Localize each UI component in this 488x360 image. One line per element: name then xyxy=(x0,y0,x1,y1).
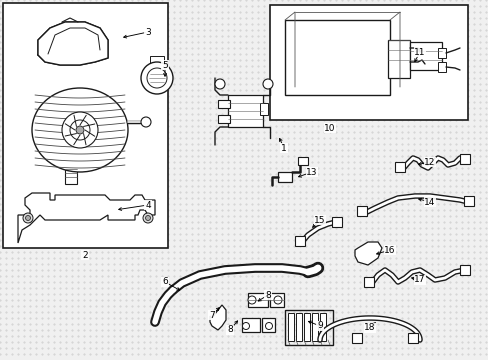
Bar xyxy=(409,42,441,70)
Bar xyxy=(295,313,302,341)
Bar xyxy=(227,95,263,127)
Bar xyxy=(269,5,467,120)
Circle shape xyxy=(70,120,90,140)
Bar xyxy=(285,310,332,345)
Circle shape xyxy=(273,296,282,304)
Text: 8: 8 xyxy=(226,325,232,334)
Circle shape xyxy=(359,247,369,257)
Circle shape xyxy=(242,323,249,329)
Circle shape xyxy=(23,213,33,223)
Bar xyxy=(304,313,309,341)
Bar xyxy=(459,154,469,164)
Circle shape xyxy=(265,323,272,329)
Bar xyxy=(285,20,389,95)
Bar xyxy=(278,172,291,182)
Circle shape xyxy=(215,79,224,89)
Bar xyxy=(363,277,373,287)
Bar xyxy=(356,206,366,216)
Circle shape xyxy=(76,126,84,134)
Circle shape xyxy=(142,213,153,223)
Text: 14: 14 xyxy=(424,198,435,207)
Text: 13: 13 xyxy=(305,167,317,176)
Bar xyxy=(218,100,229,108)
Text: 16: 16 xyxy=(384,246,395,255)
Bar xyxy=(331,217,341,227)
Bar xyxy=(437,48,445,58)
Bar xyxy=(242,318,260,332)
Text: 2: 2 xyxy=(82,251,88,260)
Circle shape xyxy=(214,312,222,320)
Bar xyxy=(65,166,77,184)
Circle shape xyxy=(247,296,256,304)
Bar xyxy=(287,313,293,341)
Polygon shape xyxy=(38,22,108,65)
Circle shape xyxy=(141,62,173,94)
Bar xyxy=(247,293,267,307)
Text: 15: 15 xyxy=(314,216,325,225)
Bar xyxy=(351,333,361,343)
Bar xyxy=(218,115,229,123)
Circle shape xyxy=(263,79,272,89)
Circle shape xyxy=(145,216,150,220)
Bar xyxy=(463,196,473,206)
Text: 18: 18 xyxy=(364,324,375,333)
Bar xyxy=(3,3,168,248)
Bar xyxy=(437,62,445,72)
Bar xyxy=(297,157,307,165)
Text: 17: 17 xyxy=(413,275,425,284)
Bar xyxy=(150,56,163,64)
Text: 8: 8 xyxy=(264,291,270,300)
Bar xyxy=(260,103,267,115)
Bar xyxy=(319,313,325,341)
Bar xyxy=(459,265,469,275)
Bar xyxy=(311,313,317,341)
Polygon shape xyxy=(18,193,155,243)
Text: 10: 10 xyxy=(324,123,335,132)
Bar xyxy=(394,162,404,172)
Text: 11: 11 xyxy=(413,48,425,57)
Text: 6: 6 xyxy=(162,278,167,287)
Bar xyxy=(269,293,284,307)
Text: 4: 4 xyxy=(145,201,150,210)
Text: 1: 1 xyxy=(281,144,286,153)
Bar xyxy=(387,40,409,78)
Text: 5: 5 xyxy=(162,60,167,69)
Circle shape xyxy=(62,112,98,148)
Bar xyxy=(407,333,417,343)
Text: 7: 7 xyxy=(209,310,214,320)
Text: 12: 12 xyxy=(424,158,435,166)
Circle shape xyxy=(147,68,167,88)
Circle shape xyxy=(25,216,30,220)
Text: 9: 9 xyxy=(317,321,322,330)
Bar xyxy=(262,318,274,332)
Circle shape xyxy=(141,117,151,127)
Ellipse shape xyxy=(32,88,128,172)
Bar xyxy=(294,236,305,246)
Text: 3: 3 xyxy=(145,27,151,36)
Polygon shape xyxy=(354,242,381,265)
Polygon shape xyxy=(209,305,225,330)
